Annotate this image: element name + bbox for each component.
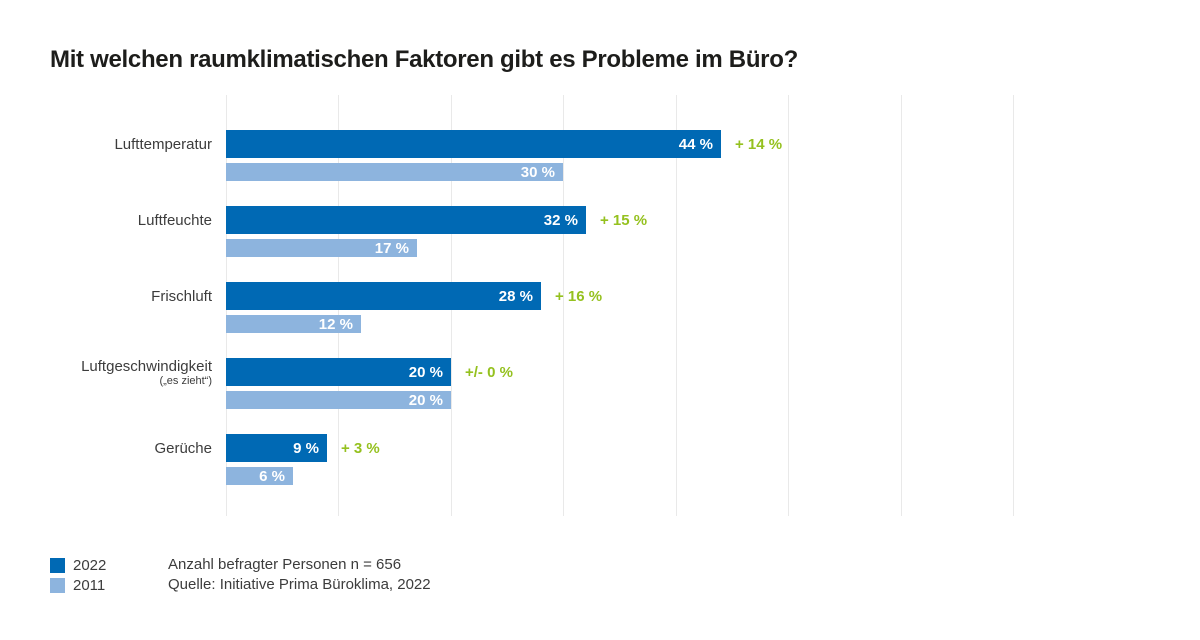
note-sample-size: Anzahl befragter Personen n = 656 bbox=[168, 556, 402, 573]
legend-label-2011: 2011 bbox=[73, 576, 106, 594]
value-label-2011-luftgeschwindigkeit: 20 % bbox=[408, 391, 443, 409]
bar-2022-luftfeuchte: 32 % bbox=[226, 206, 586, 234]
gridline-60 bbox=[901, 95, 902, 516]
category-label-lufttemperatur: Lufttemperatur bbox=[40, 130, 212, 158]
delta-label-frischluft: + 16 % bbox=[555, 287, 603, 305]
bar-2011-lufttemperatur: 30 % bbox=[226, 163, 563, 181]
chart-notes: Anzahl befragter Personen n = 656 Quelle… bbox=[168, 555, 431, 595]
legend-item-2011: 2011 bbox=[50, 575, 106, 595]
note-source: Quelle: Initiative Prima Büroklima, 2022 bbox=[168, 576, 431, 593]
category-sublabel-text: („es zieht“) bbox=[159, 374, 212, 387]
bar-2022-luftgeschwindigkeit: 20 % bbox=[226, 358, 451, 386]
bar-2011-ger-che: 6 % bbox=[226, 467, 293, 485]
value-label-2022-luftfeuchte: 32 % bbox=[543, 211, 578, 229]
bar-2011-luftgeschwindigkeit: 20 % bbox=[226, 391, 451, 409]
value-label-2011-luftfeuchte: 17 % bbox=[374, 239, 409, 257]
plot-area: 44 % 30 % + 14 % 32 % 17 % + 15 % 28 % 12 % + 16… bbox=[226, 95, 1014, 516]
legend-item-2022: 2022 bbox=[50, 555, 106, 575]
bar-2011-frischluft: 12 % bbox=[226, 315, 361, 333]
bar-2022-lufttemperatur: 44 % bbox=[226, 130, 721, 158]
category-label-text: Lufttemperatur bbox=[114, 135, 212, 153]
bar-2011-luftfeuchte: 17 % bbox=[226, 239, 417, 257]
value-label-2022-ger-che: 9 % bbox=[293, 439, 319, 457]
delta-label-luftgeschwindigkeit: +/- 0 % bbox=[465, 363, 513, 381]
category-label-text: Frischluft bbox=[151, 287, 212, 305]
value-label-2022-lufttemperatur: 44 % bbox=[678, 135, 713, 153]
category-label-text: Luftfeuchte bbox=[137, 211, 212, 229]
category-label-ger-che: Gerüche bbox=[40, 434, 212, 462]
category-label-luftgeschwindigkeit: Luftgeschwindigkeit („es zieht“) bbox=[40, 357, 212, 387]
category-label-luftfeuchte: Luftfeuchte bbox=[40, 206, 212, 234]
legend-swatch-2011 bbox=[50, 577, 65, 593]
gridline-50 bbox=[788, 95, 789, 516]
category-label-frischluft: Frischluft bbox=[40, 282, 212, 310]
delta-label-ger-che: + 3 % bbox=[341, 439, 380, 457]
value-label-2022-luftgeschwindigkeit: 20 % bbox=[408, 363, 443, 381]
delta-label-luftfeuchte: + 15 % bbox=[600, 211, 648, 229]
category-label-text: Luftgeschwindigkeit bbox=[81, 357, 212, 375]
bar-2022-ger-che: 9 % bbox=[226, 434, 327, 462]
gridline-70 bbox=[1013, 95, 1014, 516]
bar-2022-frischluft: 28 % bbox=[226, 282, 541, 310]
value-label-2011-frischluft: 12 % bbox=[318, 315, 353, 333]
gridline-30 bbox=[563, 95, 564, 516]
category-label-text: Gerüche bbox=[154, 439, 212, 457]
legend-swatch-2022 bbox=[50, 557, 65, 573]
value-label-2022-frischluft: 28 % bbox=[498, 287, 533, 305]
legend-label-2022: 2022 bbox=[73, 556, 107, 574]
chart-title: Mit welchen raumklimatischen Faktoren gi… bbox=[50, 46, 798, 73]
gridline-40 bbox=[676, 95, 677, 516]
value-label-2011-lufttemperatur: 30 % bbox=[520, 163, 555, 181]
delta-label-lufttemperatur: + 14 % bbox=[735, 135, 783, 153]
value-label-2011-ger-che: 6 % bbox=[259, 467, 285, 485]
legend: 2022 2011 bbox=[50, 555, 106, 595]
